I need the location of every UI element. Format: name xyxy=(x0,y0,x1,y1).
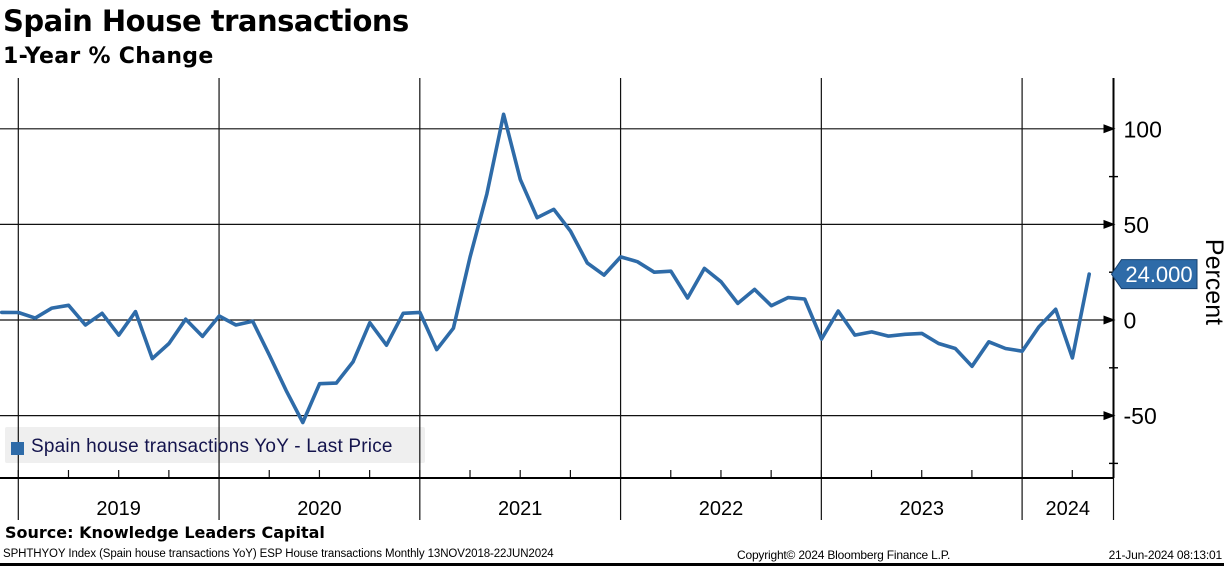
timestamp: 21-Jun-2024 08:13:01 xyxy=(1108,548,1223,562)
last-price-value: 24.000 xyxy=(1125,262,1192,287)
legend-swatch-icon xyxy=(11,441,24,455)
source-line: Source: Knowledge Leaders Capital xyxy=(5,523,325,542)
y-tick-label: 50 xyxy=(1124,212,1150,238)
y-tick-arrow-icon xyxy=(1103,124,1116,134)
ticker-line: SPHTHYOY Index (Spain house transactions… xyxy=(3,548,554,560)
page-subtitle: 1-Year % Change xyxy=(3,44,214,69)
series-line xyxy=(0,112,1091,425)
y-tick-label: -50 xyxy=(1124,403,1157,429)
last-price-badge xyxy=(1110,259,1198,290)
x-tick-label: 2020 xyxy=(297,498,342,520)
x-tick-label: 2019 xyxy=(96,498,141,520)
x-tick-label: 2022 xyxy=(699,498,744,520)
y-tick-label: 100 xyxy=(1124,116,1162,142)
y-tick-arrow-icon xyxy=(1103,315,1116,325)
legend: Spain house transactions YoY - Last Pric… xyxy=(11,436,393,458)
y-axis-title: Percent xyxy=(1200,239,1224,325)
x-tick-label: 2021 xyxy=(498,498,543,520)
legend-background xyxy=(5,427,425,463)
y-tick-arrow-icon xyxy=(1103,411,1116,421)
page-title: Spain House transactions xyxy=(3,4,409,38)
x-tick-label: 2023 xyxy=(899,498,944,520)
legend-label: Spain house transactions YoY - Last Pric… xyxy=(31,436,393,457)
x-tick-label: 2024 xyxy=(1046,498,1091,520)
copyright-line: Copyright© 2024 Bloomberg Finance L.P. xyxy=(737,548,951,562)
y-tick-label: 0 xyxy=(1124,308,1137,334)
y-tick-arrow-icon xyxy=(1103,219,1116,229)
bottom-border xyxy=(0,563,1224,566)
